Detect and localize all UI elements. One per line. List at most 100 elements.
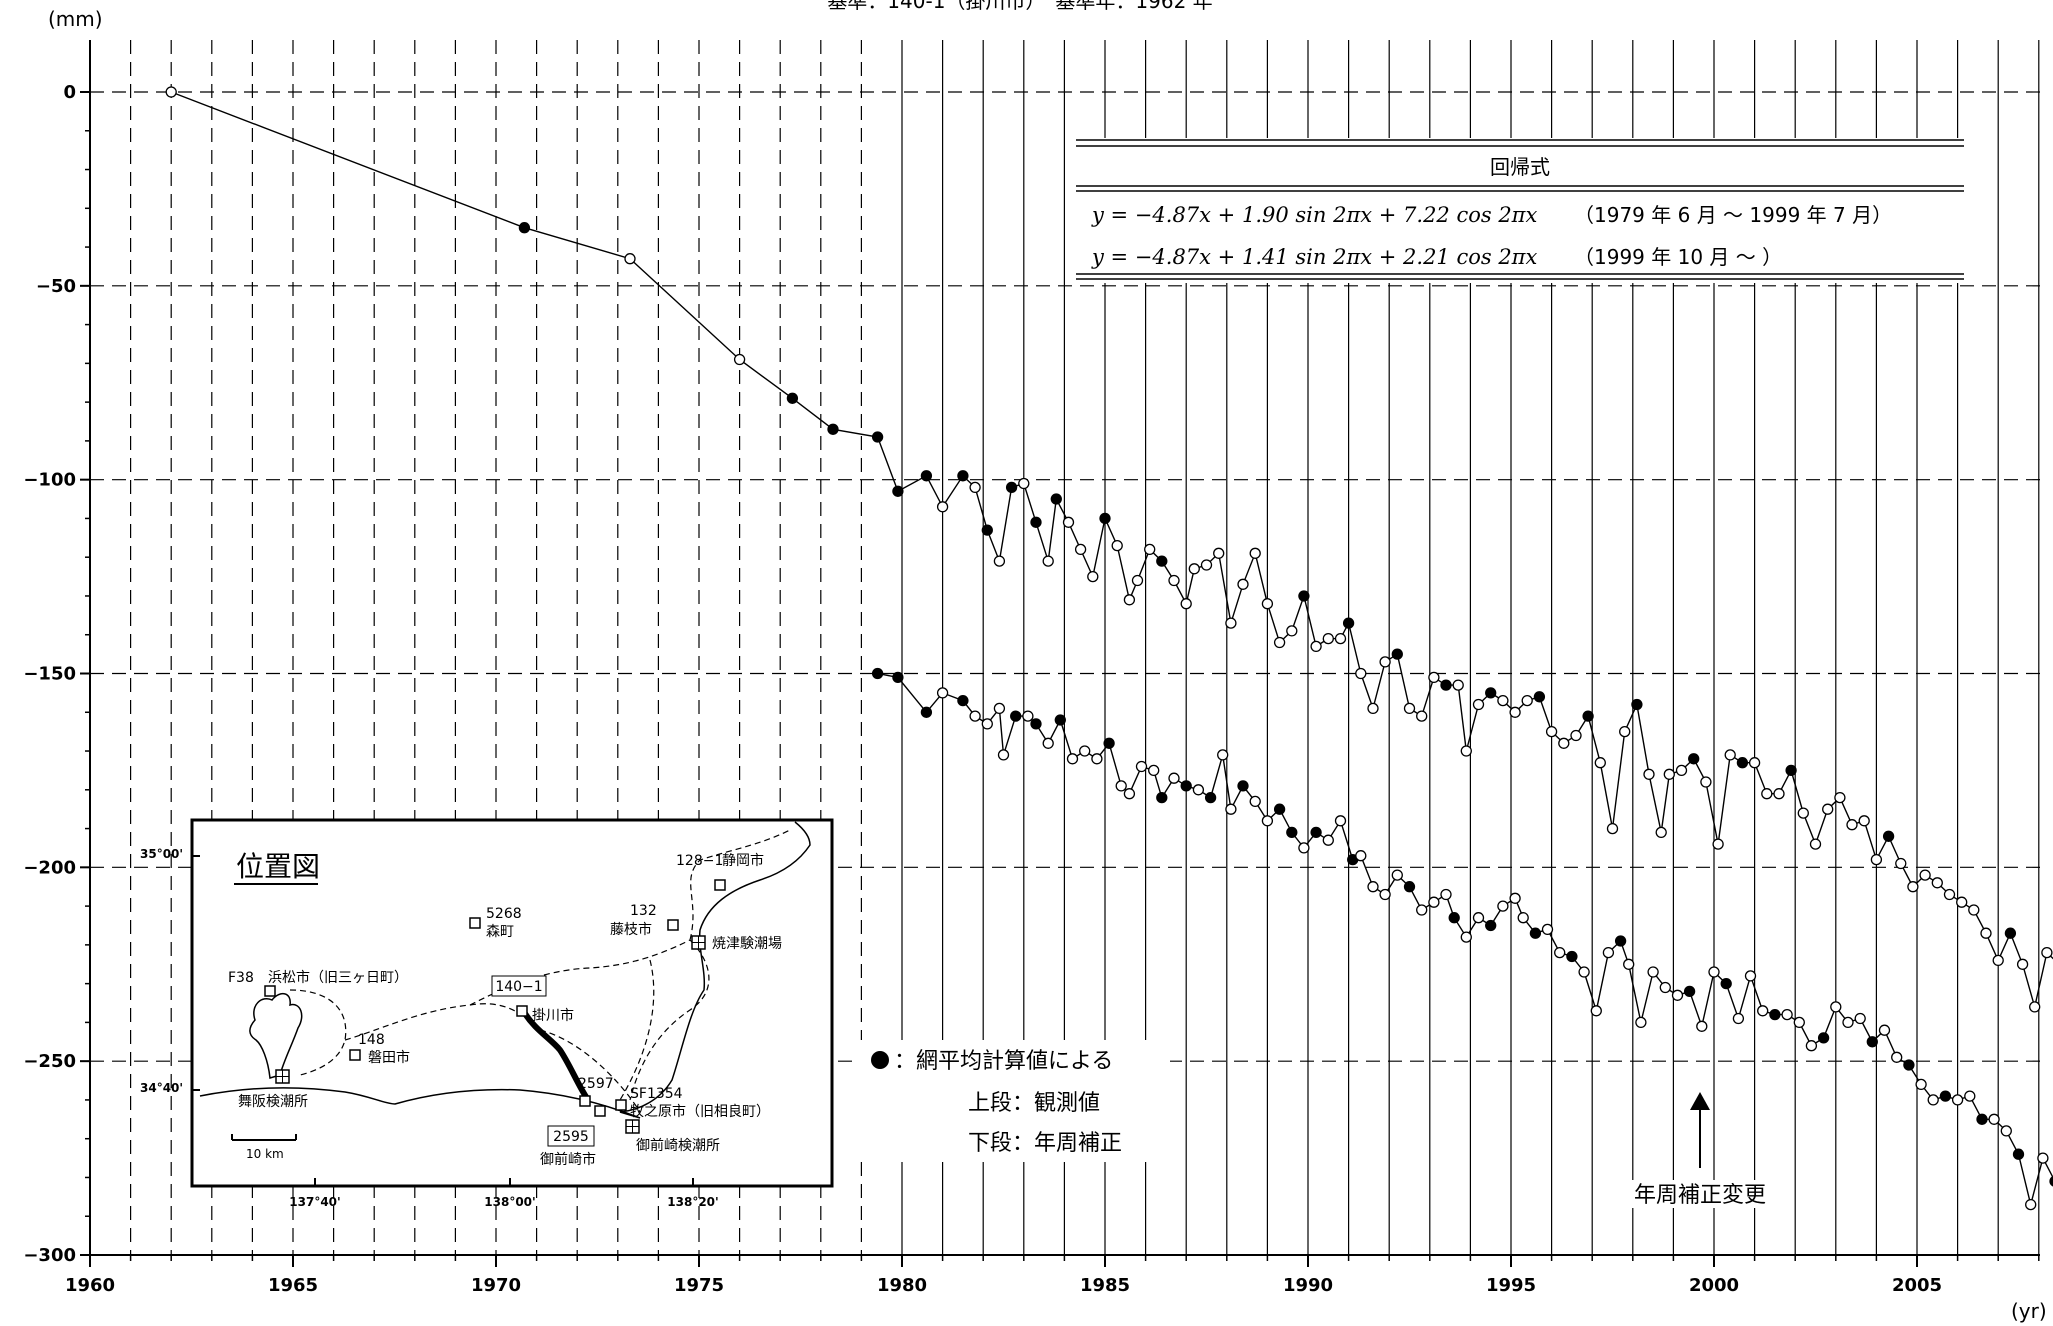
data-point [1322,834,1334,846]
map-level-route [521,1010,591,1102]
data-point [1355,667,1367,680]
data-point [1448,912,1460,924]
data-point [1927,1094,1939,1106]
data-point [871,431,884,443]
data-point [1602,946,1615,959]
data-point [1010,710,1022,722]
data-point [1700,776,1712,788]
data-point [1379,656,1391,668]
data-point [1074,543,1087,556]
data-point [1870,853,1883,866]
data-point [1144,543,1156,556]
data-point [786,392,799,404]
data-point [1931,877,1943,889]
data-point [920,706,933,718]
data-point [1643,768,1655,780]
data-point [1180,780,1192,792]
x-tick-label: 1975 [674,1275,724,1296]
station-140-1-name: 掛川市 [532,1007,574,1024]
station-140-1-label: 140−1 [495,979,542,995]
station-sf1354-name: 牧之原市（旧相良町） [630,1103,770,1120]
station-5268-label: 5268 [486,906,522,922]
data-point [1761,788,1773,800]
annotation-text: 年周補正変更 [1634,1183,1766,1208]
station-2595-label: 2595 [553,1129,589,1145]
data-point [1675,764,1688,777]
data-point [1087,570,1099,583]
data-point [1334,815,1347,827]
data-point [1671,989,1684,1001]
station-5268: 5268 森町 [469,906,522,940]
data-point [1225,617,1237,629]
data-point [936,501,949,513]
station-2597-label: 2597 [578,1076,614,1092]
data-point [1748,757,1761,769]
annotation-arrow-head [1690,1092,1710,1110]
data-point [1659,981,1671,994]
data-point [1497,900,1509,912]
chart-title: 基準：140-1（掛川市） 基準年：1962 年 [827,0,1212,13]
data-point [1558,737,1570,749]
data-point [1180,598,1192,610]
data-point [1846,819,1858,831]
legend: ：網平均計算値による 上段：観測値 下段：年周補正 [858,1040,1170,1162]
data-point [1249,795,1261,808]
data-point [1131,574,1144,587]
data-point [936,687,949,699]
y-axis-unit: (mm) [48,7,103,31]
data-point [1079,745,1091,757]
data-point [1720,977,1732,990]
data-point [1842,1016,1854,1029]
legend-upper: 上段：観測値 [968,1091,1100,1116]
station-148-label: 148 [358,1032,385,1048]
data-point [1757,1005,1769,1017]
data-point [1123,788,1136,800]
legend-marker-text: ：網平均計算値による [894,1049,1113,1074]
data-point [1594,757,1606,769]
data-point [1168,574,1180,587]
data-point [1379,888,1391,901]
map-title: 位置図 [236,850,320,883]
data-point [1509,892,1521,904]
x-tick-label: 1970 [471,1275,521,1296]
y-tick-label: −250 [23,1051,76,1072]
data-point [2037,1152,2049,1164]
data-point [1688,753,1700,765]
x-tick-label: 2005 [1892,1275,1942,1296]
data-point [1614,935,1627,947]
data-point [1793,1016,1805,1029]
station-f38-label: F38 [228,970,254,986]
data-point [1123,594,1136,606]
data-point [1736,757,1749,769]
station-140-1: 140−1 掛川市 [491,975,574,1024]
data-point [1367,881,1379,893]
data-point [1497,694,1509,707]
data-point [1342,617,1355,629]
data-point [1273,636,1286,649]
data-point [1943,888,1956,901]
data-point [1878,1024,1891,1036]
data-point [1939,1090,1952,1102]
data-point [1286,826,1298,839]
data-point [1696,1020,1708,1032]
data-point [1168,772,1180,784]
data-point [1062,516,1075,528]
data-point [1213,547,1225,559]
data-point [1022,710,1034,722]
data-point [1091,753,1103,765]
station-yaizu-name: 焼津験潮場 [712,936,782,952]
data-point [1635,1016,1647,1029]
data-point [1440,679,1452,691]
data-point [1367,702,1379,715]
station-omaezaki-name: 御前崎検潮所 [636,1137,720,1154]
legend-filled-marker [871,1051,889,1069]
map-lake-hamana [249,993,303,1079]
data-point [1915,1078,1927,1091]
data-point [1204,791,1217,804]
data-point [1030,516,1042,528]
data-point [1322,632,1334,645]
data-point [1980,927,1992,939]
data-point [1769,1008,1781,1021]
data-point [1485,687,1497,699]
station-132: 132 藤枝市 [610,903,679,938]
